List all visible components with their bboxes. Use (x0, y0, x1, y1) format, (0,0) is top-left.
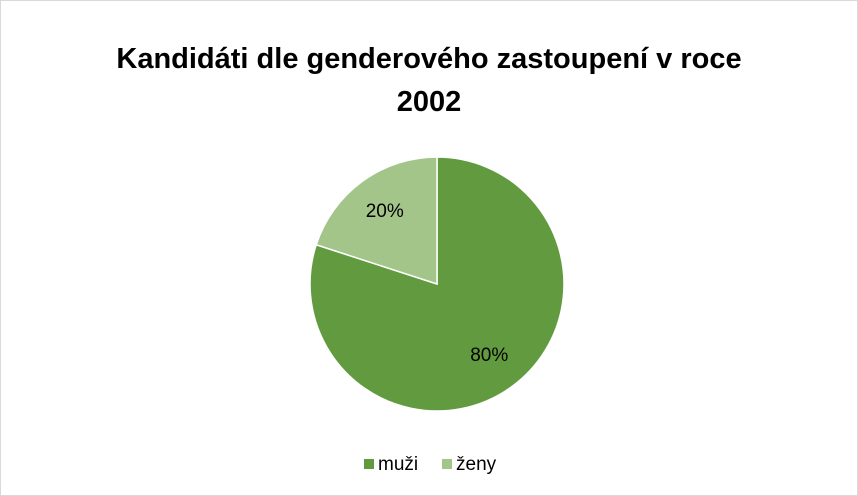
data-label: 80% (470, 345, 508, 366)
legend-label: muži (378, 454, 418, 475)
legend-label: ženy (456, 454, 497, 475)
legend-swatch (364, 459, 374, 469)
data-label: 20% (366, 201, 404, 222)
chart-title: Kandidáti dle genderového zastoupení v r… (116, 43, 742, 118)
pie-slice (315, 156, 438, 286)
legend-swatch (442, 459, 452, 469)
